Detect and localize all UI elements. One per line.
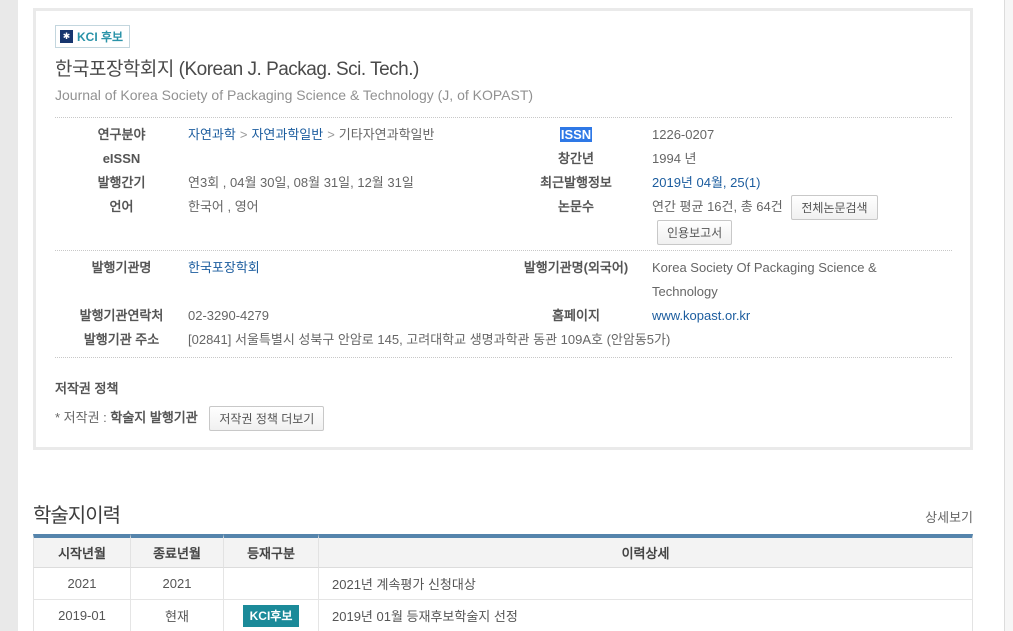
homepage-value: www.kopast.or.kr	[652, 304, 952, 328]
journal-subtitle: Journal of Korea Society of Packaging Sc…	[55, 87, 534, 103]
history-cell-detail: 2019년 01월 등재후보학술지 선정	[318, 600, 973, 631]
history-cell-detail: 2021년 계속평가 신청대상	[318, 568, 973, 601]
breadcrumb-separator: >	[327, 127, 335, 142]
scrollbar-track[interactable]	[1005, 0, 1013, 631]
research-field-value: 자연과학 > 자연과학일반 > 기타자연과학일반	[188, 123, 500, 147]
first-year-value: 1994 년	[652, 151, 697, 166]
copyright-heading: 저작권 정책	[55, 381, 119, 397]
history-table-body: 2021 2021 2021년 계속평가 신청대상 2019-01 현재 KCI…	[33, 568, 973, 631]
journal-info-card: ✱ KCI 후보 한국포장학회지 (Korean J. Packag. Sci.…	[33, 8, 973, 451]
history-table: 시작년월 종료년월 등재구분 이력상세 2021 2021 2021년 계속평가…	[33, 534, 973, 631]
copyright-note: * 저작권 : 학술지 발행기관 저작권 정책 더보기	[55, 406, 952, 432]
history-cell-start: 2019-01	[33, 600, 130, 631]
history-cell-end: 현재	[130, 600, 223, 631]
articles-label: 논문수	[558, 199, 594, 214]
publisher-en-label: 발행기관명(외국어)	[523, 260, 629, 276]
history-detail-link[interactable]: 상세보기	[925, 510, 973, 526]
publisher-link[interactable]: 한국포장학회	[188, 260, 260, 276]
search-all-articles-button[interactable]: 전체논문검색	[791, 195, 878, 221]
latest-issue-link[interactable]: 2019년 04월, 25(1)	[652, 175, 761, 190]
journal-title: 한국포장학회지 (Korean J. Packag. Sci. Tech.)	[55, 59, 419, 80]
journal-history-section: 학술지이력 상세보기 시작년월 종료년월 등재구분 이력상세 2021 2021…	[33, 499, 973, 631]
history-cell-end: 2021	[130, 568, 223, 601]
copyright-note-holder: 학술지 발행기관	[110, 410, 198, 426]
history-header-bar: 학술지이력 상세보기	[33, 499, 973, 528]
issn-label-selected-text: ISSN	[559, 127, 593, 142]
history-cell-start: 2021	[33, 568, 130, 601]
issn-label: ISSN	[500, 123, 652, 147]
page-content: ✱ KCI 후보 한국포장학회지 (Korean J. Packag. Sci.…	[18, 0, 1005, 631]
column-header-end: 종료년월	[130, 534, 223, 569]
copyright-policy-more-button[interactable]: 저작권 정책 더보기	[209, 406, 325, 432]
issn-value: 1226-0207	[652, 127, 715, 142]
history-table-row: 2019-01 현재 KCI후보 2019년 01월 등재후보학술지 선정	[33, 600, 973, 631]
homepage-label: 홈페이지	[552, 308, 600, 324]
frequency-label: 발행간기	[97, 175, 146, 190]
copyright-note-prefix: * 저작권 :	[55, 410, 111, 426]
citation-report-button[interactable]: 인용보고서	[657, 220, 733, 246]
breadcrumb-separator: >	[239, 127, 248, 142]
journal-info-table: 연구분야 자연과학 > 자연과학일반 > 기타자연과학일반 ISSN 1226-0207…	[55, 117, 952, 359]
kci-candidate-badge-label: KCI 후보	[77, 30, 124, 44]
column-header-type: 등재구분	[223, 534, 318, 569]
language-value: 한국어 , 영어	[188, 199, 259, 214]
research-field-link-1[interactable]: 자연과학	[188, 127, 236, 142]
info-grid-bottom: 발행기관명 한국포장학회 발행기관명(외국어) Korea Society Of…	[55, 250, 952, 357]
articles-count-text: 연간 평균 16건, 총 64건	[652, 199, 783, 214]
registration-status-badge: KCI후보	[242, 604, 300, 627]
language-label: 언어	[109, 199, 134, 214]
homepage-link[interactable]: www.kopast.or.kr	[652, 308, 751, 324]
address-value: [02841] 서울특별시 성북구 안암로 145, 고려대학교 생명과학관 동…	[188, 332, 671, 348]
latest-issue-label: 최근발행정보	[540, 175, 612, 190]
research-field-label: 연구분야	[97, 127, 146, 142]
eissn-value	[188, 147, 500, 171]
publisher-en-value: Korea Society Of Packaging Science & Tec…	[652, 260, 877, 300]
column-header-start: 시작년월	[33, 534, 130, 569]
research-field-link-2[interactable]: 자연과학일반	[251, 127, 324, 142]
contact-value: 02-3290-4279	[188, 308, 269, 324]
first-year-label: 창간년	[558, 151, 594, 166]
history-cell-badge	[223, 568, 318, 601]
address-label: 발행기관 주소	[83, 332, 160, 348]
kci-logo-icon: ✱	[60, 30, 73, 43]
info-grid-top: 연구분야 자연과학 > 자연과학일반 > 기타자연과학일반 ISSN 1226-0207…	[55, 118, 952, 250]
history-table-row: 2021 2021 2021년 계속평가 신청대상	[33, 568, 973, 601]
publisher-value: 한국포장학회	[188, 256, 500, 304]
history-table-header-row: 시작년월 종료년월 등재구분 이력상세	[33, 534, 973, 569]
column-header-detail: 이력상세	[318, 534, 973, 569]
history-cell-badge: KCI후보	[223, 600, 318, 631]
eissn-label: eISSN	[102, 151, 141, 166]
publisher-label: 발행기관명	[91, 260, 152, 276]
contact-label: 발행기관연락처	[79, 308, 164, 324]
frequency-value: 연3회 , 04월 30일, 08월 31일, 12월 31일	[188, 175, 414, 190]
latest-issue-value: 2019년 04월, 25(1)	[652, 171, 952, 195]
copyright-section: 저작권 정책 * 저작권 : 학술지 발행기관 저작권 정책 더보기	[55, 378, 952, 432]
articles-value: 연간 평균 16건, 총 64건 전체논문검색 인용보고서	[652, 195, 952, 246]
research-field-last: 기타자연과학일반	[338, 127, 435, 142]
kci-candidate-badge: ✱ KCI 후보	[55, 25, 131, 48]
history-heading: 학술지이력	[33, 505, 121, 528]
